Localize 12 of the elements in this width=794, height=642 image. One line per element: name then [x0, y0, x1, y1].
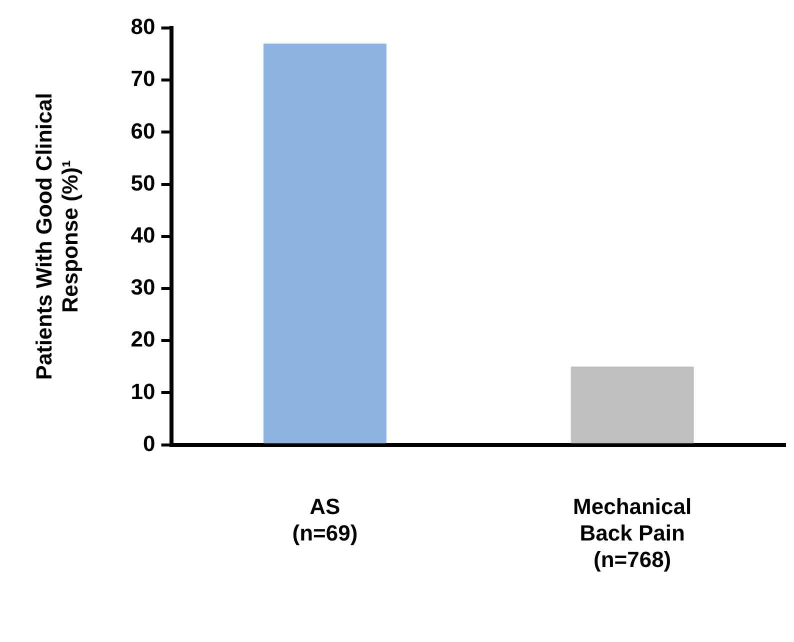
x-tick-label: Mechanical Back Pain (n=768): [573, 494, 692, 572]
y-tick-label: 10: [130, 378, 156, 404]
y-tick-label: 80: [130, 14, 156, 40]
x-tick-label: AS (n=69): [292, 494, 358, 546]
y-tick-label: 70: [130, 66, 156, 92]
y-axis-title: Patients With Good Clinical Response (%)¹: [31, 92, 83, 380]
y-tick-label: 20: [130, 326, 156, 352]
y-tick-label: 40: [130, 222, 156, 248]
y-tick-label: 0: [143, 430, 156, 456]
y-tick-label: 50: [130, 170, 156, 196]
y-tick-label: 60: [130, 118, 156, 144]
y-tick-label: 30: [130, 274, 156, 300]
